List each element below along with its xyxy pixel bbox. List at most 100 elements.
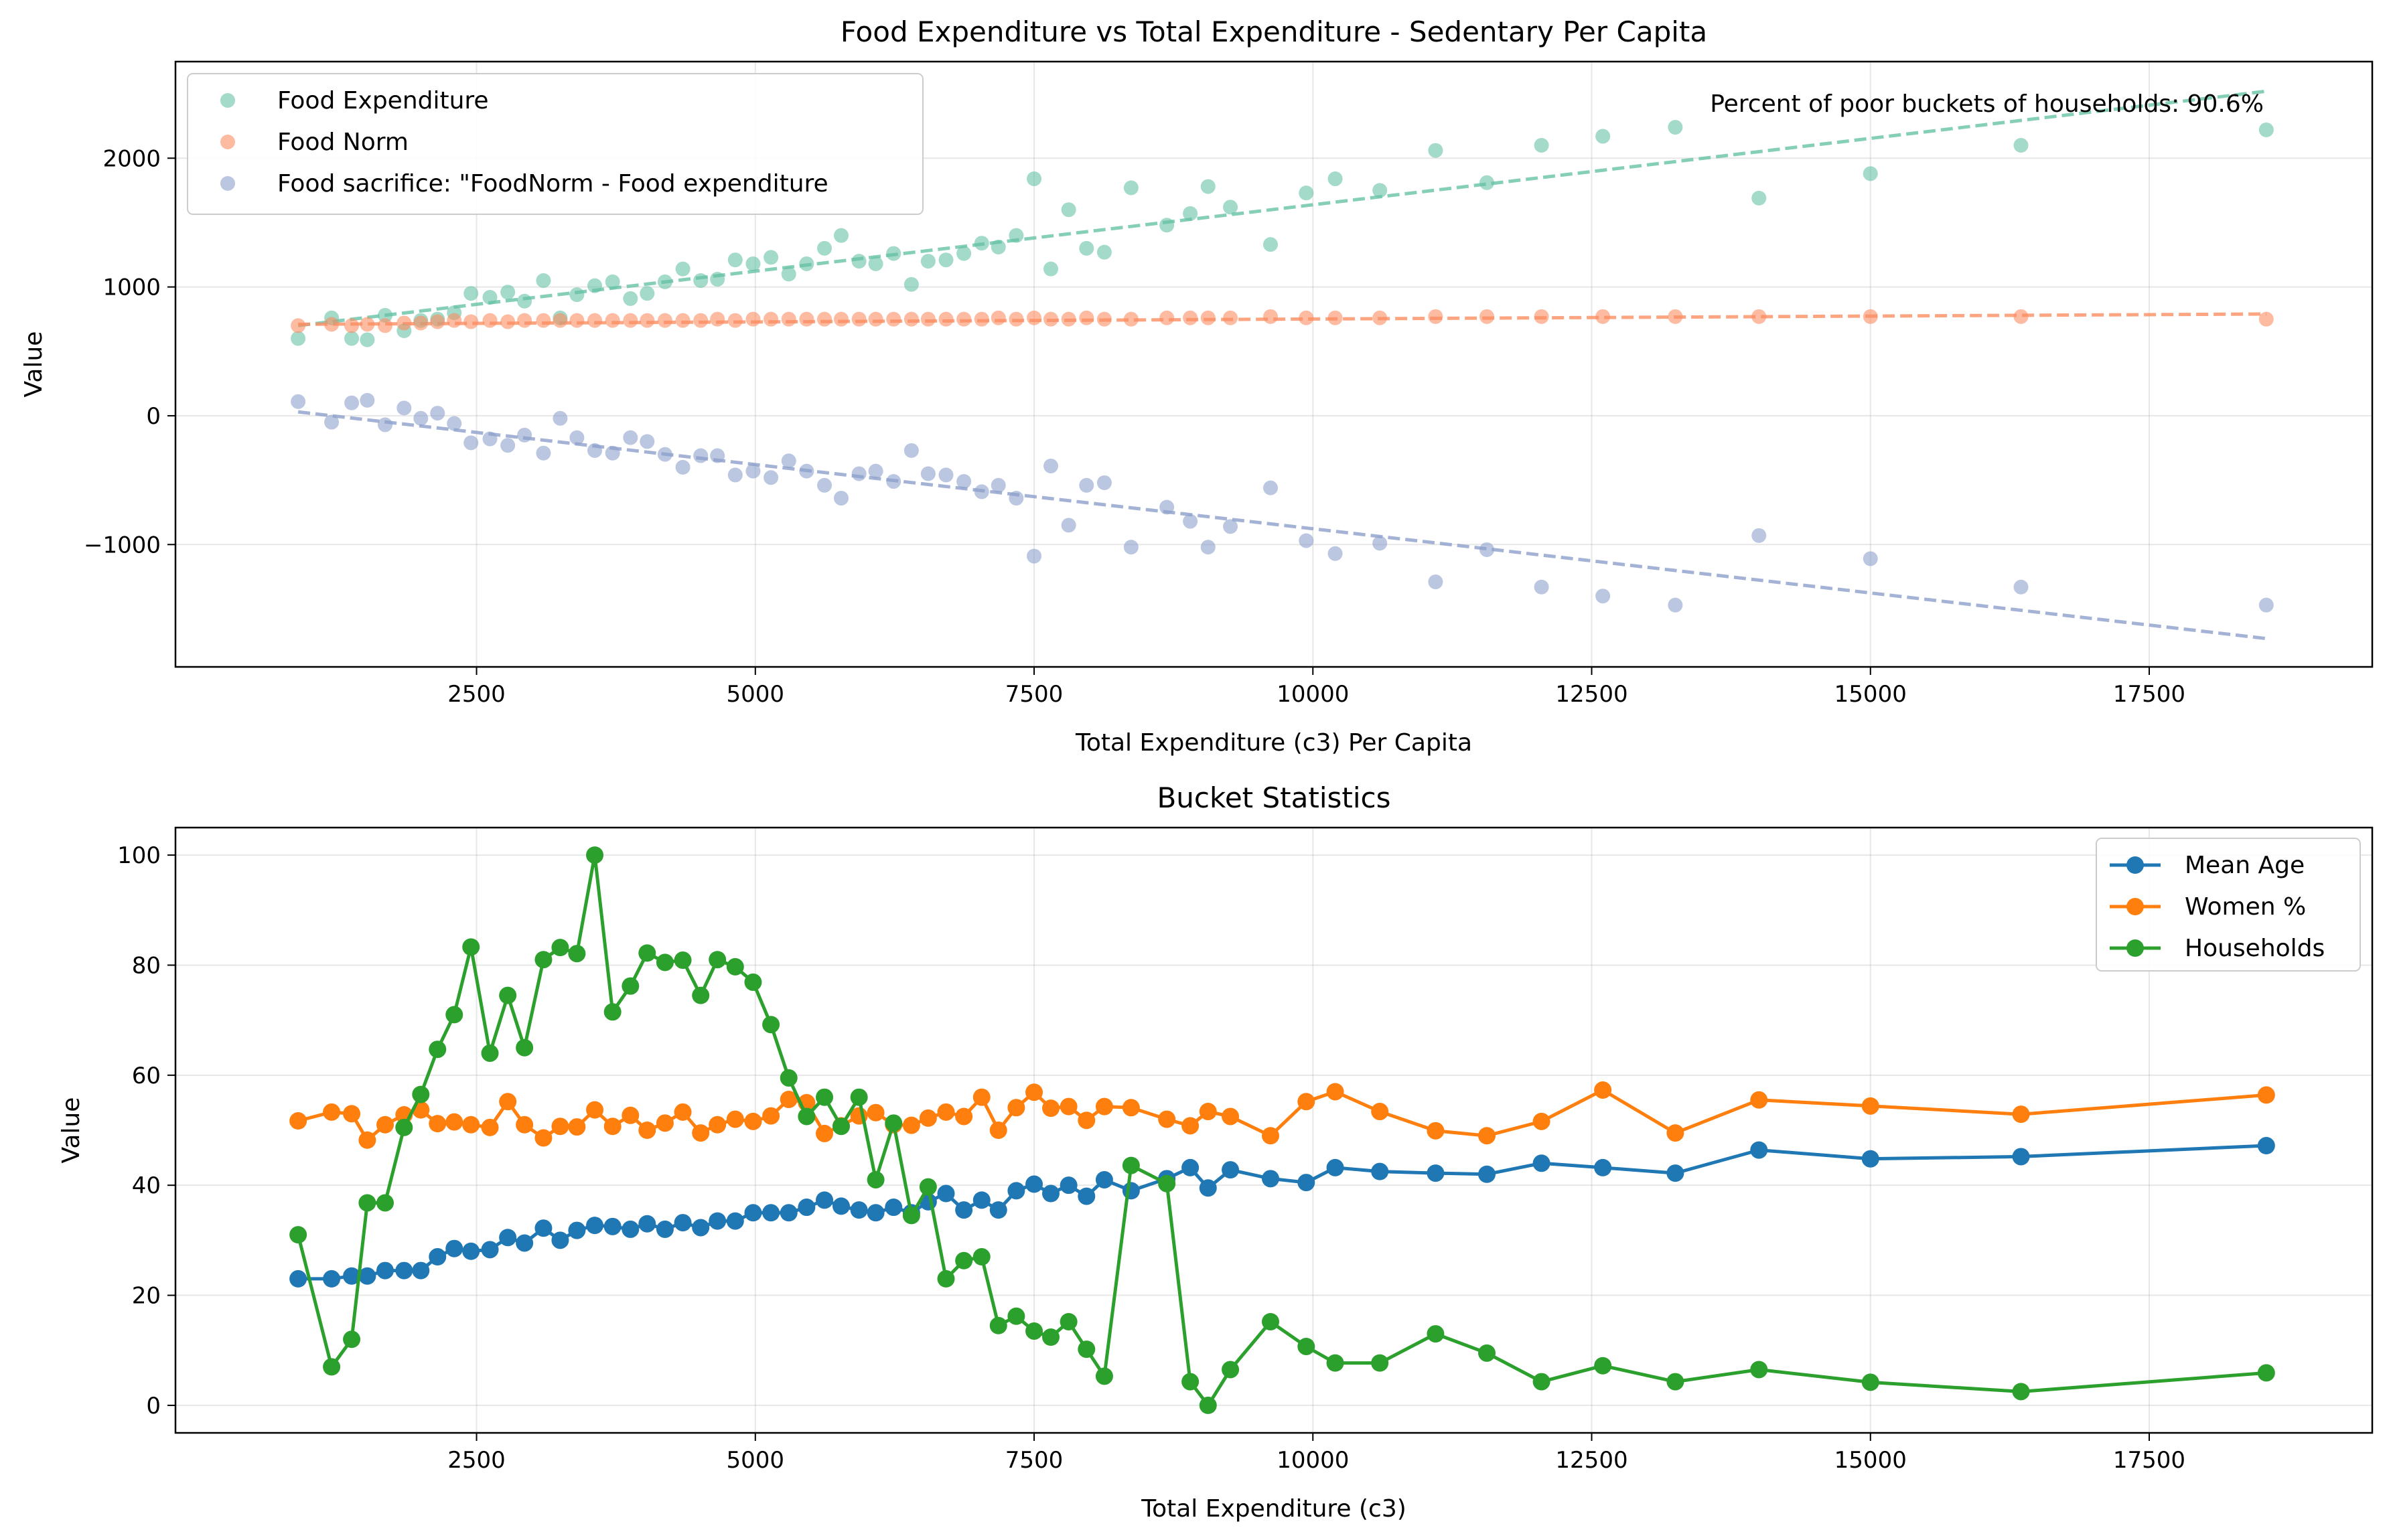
food-sacrifice-point bbox=[605, 445, 620, 461]
food-sacrifice-point bbox=[1096, 475, 1112, 490]
mean-age-point bbox=[709, 1212, 727, 1230]
x-tick-label: 12500 bbox=[1555, 681, 1627, 708]
x-tick-label: 12500 bbox=[1555, 1447, 1627, 1474]
households-point bbox=[622, 977, 640, 995]
food-norm-point bbox=[463, 314, 479, 329]
mean-age-point bbox=[343, 1267, 361, 1285]
food-sacrifice-point bbox=[553, 410, 568, 426]
households-point bbox=[289, 1226, 307, 1244]
scatter-chart-title: Food Expenditure vs Total Expenditure - … bbox=[841, 15, 1707, 48]
food-sacrifice-point bbox=[745, 463, 761, 479]
food-norm-point bbox=[605, 313, 620, 328]
mean-age-point bbox=[1861, 1150, 1879, 1168]
households-point bbox=[937, 1269, 955, 1288]
women-percent-point bbox=[1594, 1081, 1612, 1099]
food-expenditure-point bbox=[764, 250, 779, 265]
households-point bbox=[692, 986, 710, 1004]
mean-age-point bbox=[412, 1261, 430, 1280]
households-legend-label: Households bbox=[2185, 935, 2325, 962]
food-sacrifice-point bbox=[1668, 597, 1683, 613]
women-percent-point bbox=[568, 1118, 586, 1136]
food-sacrifice-point bbox=[1863, 551, 1878, 566]
food-norm-point bbox=[799, 311, 814, 327]
women-percent-point bbox=[726, 1110, 744, 1128]
food-norm-point bbox=[991, 310, 1006, 325]
food-expenditure-point bbox=[974, 236, 989, 251]
food-norm-point bbox=[938, 311, 954, 327]
x-tick-label: 2500 bbox=[447, 1447, 506, 1474]
food-expenditure-point bbox=[851, 254, 867, 269]
households-point bbox=[989, 1316, 1007, 1334]
mean-age-point bbox=[534, 1219, 553, 1237]
food-norm-point bbox=[1751, 309, 1767, 324]
food-sacrifice-point bbox=[657, 447, 672, 462]
food-norm-point bbox=[764, 311, 779, 327]
food-norm-point bbox=[517, 313, 532, 328]
households-point bbox=[955, 1251, 973, 1269]
households-point bbox=[674, 951, 692, 970]
households-point bbox=[850, 1088, 868, 1106]
food-expenditure-point bbox=[920, 254, 936, 269]
food-expenditure-point bbox=[344, 331, 360, 346]
scatter-y-axis-label: Value bbox=[20, 331, 48, 398]
women-percent-legend-marker bbox=[2126, 898, 2144, 915]
food-sacrifice-point bbox=[1299, 533, 1314, 548]
food-norm-point bbox=[1079, 310, 1094, 325]
women-percent-point bbox=[1181, 1117, 1200, 1135]
food-sacrifice-point bbox=[396, 400, 412, 416]
food-expenditure-point bbox=[1479, 175, 1495, 190]
households-point bbox=[709, 951, 727, 969]
women-percent-point bbox=[867, 1103, 885, 1122]
women-percent-point bbox=[972, 1088, 991, 1106]
food-sacrifice-point bbox=[291, 394, 306, 409]
women-percent-point bbox=[343, 1105, 361, 1123]
food-expenditure-point bbox=[938, 252, 954, 268]
mean-age-point bbox=[762, 1204, 780, 1222]
food-sacrifice-point bbox=[640, 434, 655, 449]
mean-age-point bbox=[1594, 1158, 1612, 1176]
mean-age-point bbox=[462, 1242, 480, 1260]
women-percent-point bbox=[1222, 1107, 1240, 1126]
mean-age-point bbox=[989, 1201, 1007, 1219]
women-percent-point bbox=[551, 1118, 569, 1136]
households-point bbox=[902, 1207, 920, 1225]
food-sacrifice-point bbox=[569, 430, 585, 445]
food-sacrifice-point bbox=[1061, 518, 1076, 533]
women-percent-point bbox=[1122, 1099, 1140, 1117]
food-sacrifice-point bbox=[1534, 579, 1549, 595]
households-point bbox=[445, 1006, 463, 1024]
women-percent-point bbox=[744, 1112, 762, 1130]
food-sacrifice-point bbox=[781, 453, 796, 469]
mean-age-point bbox=[726, 1212, 744, 1230]
food-norm-point bbox=[903, 311, 919, 327]
food-norm-point bbox=[360, 317, 375, 332]
food-norm-point bbox=[1299, 310, 1314, 325]
women-percent-point bbox=[709, 1115, 727, 1134]
y-tick-label: 60 bbox=[132, 1063, 161, 1089]
mean-age-point bbox=[744, 1204, 762, 1222]
mean-age-point bbox=[1371, 1162, 1389, 1180]
food-sacrifice-point bbox=[623, 430, 638, 445]
food-sacrifice-point bbox=[447, 416, 462, 431]
food-sacrifice-point bbox=[1372, 536, 1388, 551]
food-norm-point bbox=[1183, 310, 1198, 325]
scatter-axes-frame bbox=[174, 60, 2374, 668]
food-expenditure-point bbox=[1096, 244, 1112, 260]
food-sacrifice-point bbox=[727, 467, 743, 483]
households-point bbox=[1371, 1354, 1389, 1372]
food-sacrifice-point bbox=[833, 491, 849, 506]
mean-age-point bbox=[1427, 1164, 1445, 1182]
food-expenditure-point bbox=[991, 239, 1006, 254]
women-percent-point bbox=[1750, 1091, 1768, 1109]
food-norm-point bbox=[851, 311, 867, 327]
households-point bbox=[429, 1041, 447, 1059]
mean-age-point bbox=[481, 1241, 499, 1259]
mean-age-point bbox=[867, 1204, 885, 1222]
food-norm-point bbox=[1223, 310, 1238, 325]
food-norm-point bbox=[1668, 309, 1683, 324]
food-norm-point bbox=[1428, 309, 1443, 324]
women-percent-point bbox=[1007, 1099, 1025, 1117]
food-sacrifice-point bbox=[1183, 514, 1198, 529]
food-norm-point bbox=[1123, 311, 1139, 327]
food-expenditure-point bbox=[640, 286, 655, 301]
